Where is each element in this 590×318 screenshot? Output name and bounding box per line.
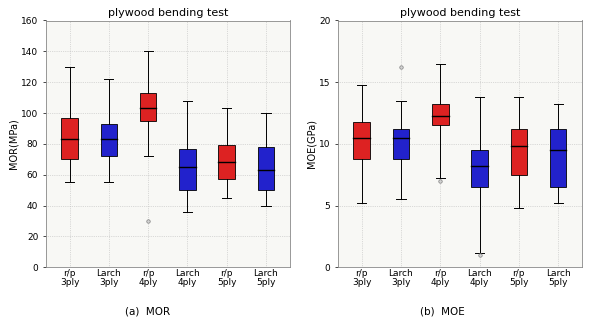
Title: plywood bending test: plywood bending test bbox=[107, 8, 228, 18]
Title: plywood bending test: plywood bending test bbox=[399, 8, 520, 18]
Bar bbox=[101, 124, 117, 156]
Y-axis label: MOR(MPa): MOR(MPa) bbox=[8, 119, 18, 169]
Text: (a)  MOR: (a) MOR bbox=[125, 307, 170, 317]
Bar bbox=[432, 104, 448, 125]
Bar bbox=[179, 149, 196, 190]
Bar bbox=[140, 93, 156, 121]
Bar bbox=[258, 147, 274, 190]
Bar bbox=[218, 145, 235, 179]
Text: (b)  MOE: (b) MOE bbox=[420, 307, 465, 317]
Bar bbox=[471, 150, 488, 187]
Bar bbox=[61, 118, 78, 159]
Bar bbox=[393, 129, 409, 159]
Y-axis label: MOE(GPa): MOE(GPa) bbox=[306, 119, 316, 169]
Bar bbox=[550, 129, 566, 187]
Bar bbox=[353, 122, 370, 159]
Bar bbox=[510, 129, 527, 175]
